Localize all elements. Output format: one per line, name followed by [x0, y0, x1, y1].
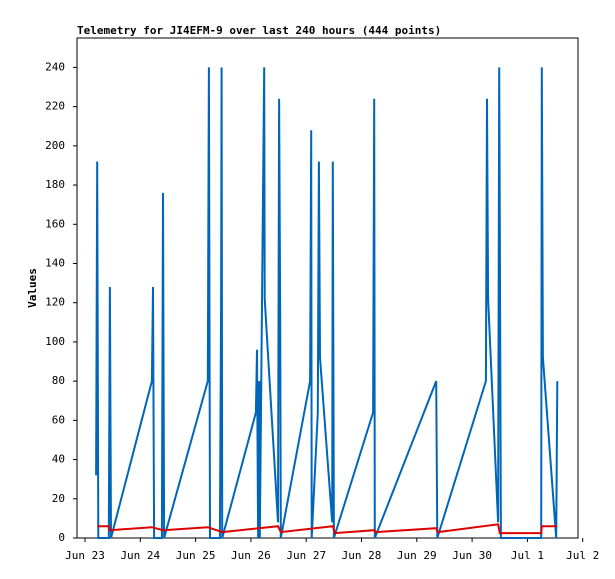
x-tick-label: Jun 28: [342, 549, 382, 562]
x-tick-label: Jul 1: [511, 549, 544, 562]
y-tick-label: 160: [45, 217, 65, 230]
y-tick-label: 20: [52, 492, 65, 505]
y-tick-label: 220: [45, 100, 65, 113]
y-tick-label: 240: [45, 60, 65, 73]
x-tick-label: Jun 29: [397, 549, 437, 562]
y-tick-label: 180: [45, 178, 65, 191]
x-tick-label: Jun 26: [231, 549, 271, 562]
x-tick-label: Jun 30: [452, 549, 492, 562]
plot-frame: [76, 37, 579, 539]
y-tick-label: 60: [52, 413, 65, 426]
y-axis-label: Values: [26, 268, 39, 308]
y-tick-label: 100: [45, 335, 65, 348]
y-tick-label: 0: [58, 531, 65, 544]
y-tick-label: 140: [45, 256, 65, 269]
y-tick-label: 120: [45, 296, 65, 309]
x-tick-label: Jun 25: [176, 549, 216, 562]
series-line: [95, 67, 559, 539]
series-line: [97, 523, 558, 535]
x-tick-label: Jun 24: [120, 549, 160, 562]
x-tick-label: Jun 27: [286, 549, 326, 562]
y-tick-label: 200: [45, 139, 65, 152]
y-tick-label: 40: [52, 453, 65, 466]
y-tick-label: 80: [52, 374, 65, 387]
x-tick-label: Jul 2: [566, 549, 599, 562]
chart-title: Telemetry for JI4EFM-9 over last 240 hou…: [77, 24, 441, 37]
x-tick-label: Jun 23: [65, 549, 105, 562]
